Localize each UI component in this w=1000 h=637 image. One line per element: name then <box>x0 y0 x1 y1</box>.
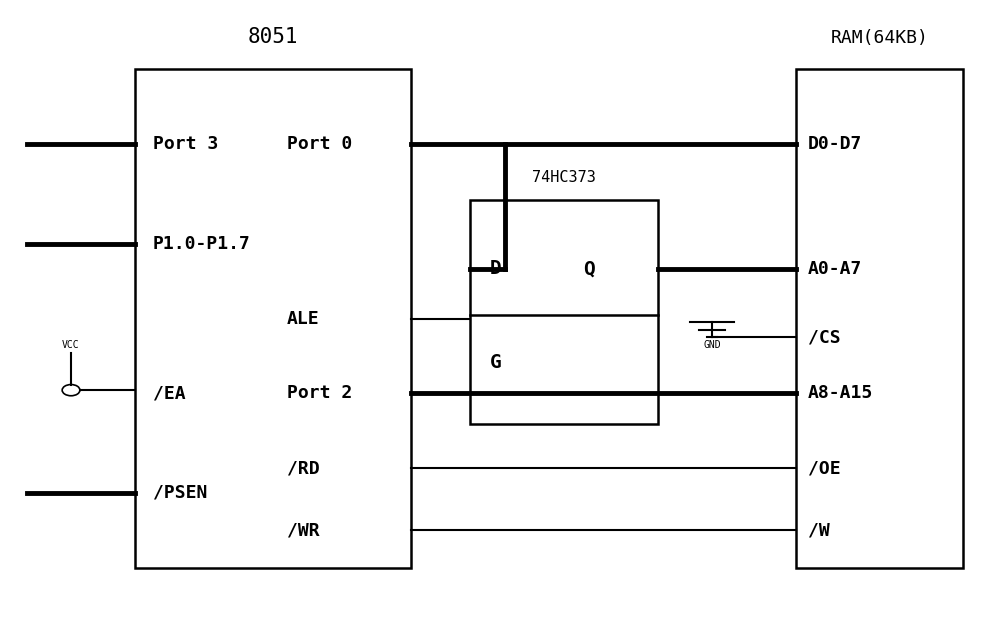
Text: /RD: /RD <box>287 459 320 477</box>
Text: 74HC373: 74HC373 <box>532 169 596 185</box>
Text: 8051: 8051 <box>248 27 298 47</box>
Text: VCC: VCC <box>62 340 80 350</box>
Text: A0-A7: A0-A7 <box>808 260 862 278</box>
Text: Q: Q <box>583 259 595 278</box>
Text: /WR: /WR <box>287 521 320 540</box>
Text: G: G <box>490 353 502 371</box>
Text: D0-D7: D0-D7 <box>808 135 862 153</box>
Text: P1.0-P1.7: P1.0-P1.7 <box>153 234 251 253</box>
Text: A8-A15: A8-A15 <box>808 384 873 403</box>
Text: Port 3: Port 3 <box>153 135 218 153</box>
Text: /PSEN: /PSEN <box>153 484 207 502</box>
Text: RAM(64KB): RAM(64KB) <box>831 29 929 47</box>
Text: /OE: /OE <box>808 459 840 477</box>
Text: Port 2: Port 2 <box>287 384 352 403</box>
Text: /W: /W <box>808 521 829 540</box>
Text: /EA: /EA <box>153 384 186 403</box>
Text: ALE: ALE <box>287 310 320 327</box>
Text: D: D <box>490 259 502 278</box>
Text: GND: GND <box>703 340 721 350</box>
Text: /CS: /CS <box>808 328 840 346</box>
Text: Port 0: Port 0 <box>287 135 352 153</box>
Bar <box>796 69 963 568</box>
Bar <box>470 200 658 424</box>
Bar <box>135 69 411 568</box>
